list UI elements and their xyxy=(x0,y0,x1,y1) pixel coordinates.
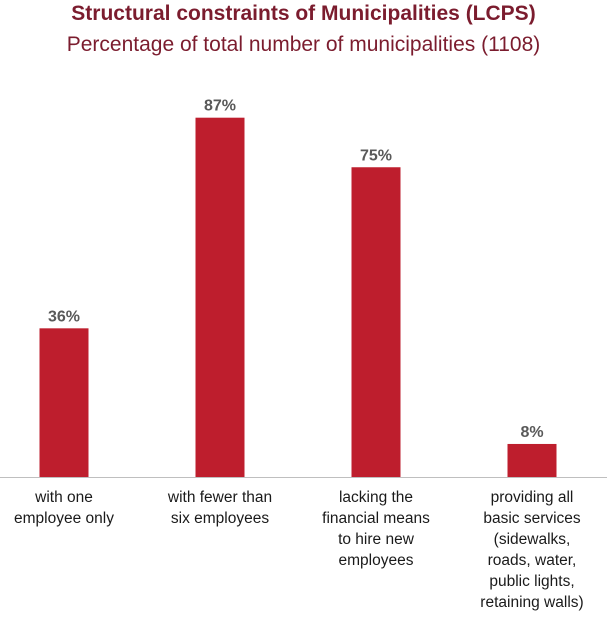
chart-title: Structural constraints of Municipalities… xyxy=(71,2,536,25)
value-label-2: 87% xyxy=(204,98,236,115)
category-label-4: providing all basic services (sidewalks,… xyxy=(480,489,584,611)
value-label-1: 36% xyxy=(48,308,80,325)
value-label-4: 8% xyxy=(520,424,543,441)
category-label-2: with fewer than six employees xyxy=(167,489,273,527)
value-label-3: 75% xyxy=(360,147,392,164)
chart-subtitle: Percentage of total number of municipali… xyxy=(66,33,541,56)
bar-1 xyxy=(39,328,89,477)
bar-2 xyxy=(195,117,245,477)
bar-4 xyxy=(507,443,557,477)
bar-3 xyxy=(351,167,401,477)
category-label-1: with one employee only xyxy=(14,489,114,527)
category-label-3: lacking the financial means to hire new … xyxy=(322,489,430,569)
